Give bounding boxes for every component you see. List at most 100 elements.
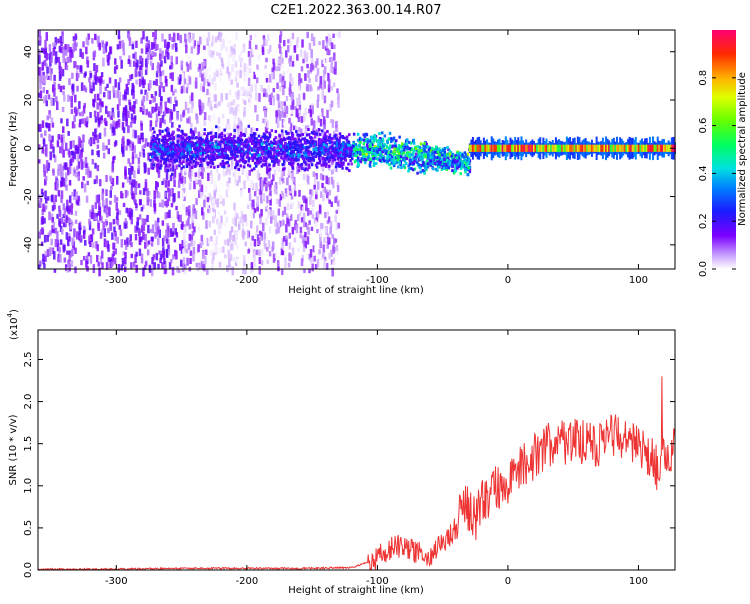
spectrogram-cell [237, 150, 240, 154]
spectrogram-cell [203, 34, 206, 41]
spectrogram-cell [128, 37, 132, 46]
spectrogram-cell [348, 143, 352, 147]
spectrogram-cell [230, 101, 233, 106]
spectrogram-cell [105, 240, 108, 247]
spectrogram-cell [169, 72, 172, 79]
spectrogram-cell [109, 46, 112, 54]
spectrogram-cell [426, 165, 430, 169]
spectrogram-cell [136, 221, 139, 231]
spectrogram-cell [326, 169, 330, 176]
spectrogram-cell [199, 122, 203, 129]
spectrogram-cell [298, 93, 301, 102]
spectrogram-cell [277, 66, 281, 72]
spectrogram-cell [202, 148, 205, 152]
spectrogram-cell [223, 134, 227, 138]
spectrogram-cell [82, 255, 86, 261]
spectrogram-cell [130, 186, 134, 196]
spectrogram-cell [164, 212, 168, 220]
spectrogram-cell [198, 163, 202, 167]
spectrogram-cell [317, 86, 320, 91]
spectrogram-cell [159, 166, 162, 170]
spectrogram-cell [142, 81, 145, 89]
spectrogram-cell [435, 145, 438, 149]
spectrogram-cell [142, 148, 145, 155]
spectrogram-cell [194, 164, 197, 168]
spectrogram-cell [300, 165, 303, 169]
spectrogram-cell [48, 211, 51, 221]
spectrogram-cell [78, 137, 82, 146]
spectrogram-cell [251, 235, 254, 241]
spectrogram-cell [452, 171, 456, 175]
spectrogram-cell [254, 152, 258, 156]
spectrogram-cell [79, 48, 82, 58]
spectrogram-cell [163, 235, 166, 242]
spectrogram-cell [326, 241, 329, 249]
spectrogram-cell [299, 262, 302, 271]
spectrogram-cell [247, 143, 250, 147]
spectrogram-cell [170, 157, 173, 161]
spectrogram-cell [58, 45, 62, 53]
spectrogram-cell [158, 152, 161, 156]
spectrogram-cell [189, 130, 193, 134]
spectrogram-cell [71, 237, 74, 246]
spectrogram-cell [305, 203, 308, 212]
spectrogram-cell [458, 152, 462, 156]
spectrogram-cell [114, 140, 118, 146]
spectrogram-cell [233, 115, 236, 124]
spectrogram-cell [176, 32, 180, 41]
spectrogram-cell [194, 173, 197, 182]
spectrogram-cell [179, 74, 182, 81]
spectrogram-cell [186, 257, 189, 266]
spectrogram-cell [302, 239, 306, 247]
spectrogram-cell [222, 38, 225, 44]
spectrogram-cell [157, 263, 160, 269]
spectrogram-cell [243, 214, 247, 223]
spectrogram-cell [171, 188, 174, 197]
spectrogram-cell [106, 83, 109, 89]
spectrogram-cell [433, 155, 436, 159]
spectrogram-cell [332, 245, 335, 254]
spectrogram-cell [239, 138, 242, 142]
spectrogram-cell [296, 162, 300, 166]
spectrogram-cell [56, 231, 59, 240]
spectrogram-cell [379, 159, 382, 163]
spectrogram-cell [111, 161, 115, 170]
spectrogram-cell [317, 115, 321, 123]
spectrogram-cell [82, 161, 86, 168]
spectrogram-cell [163, 257, 166, 265]
spectrogram-cell [300, 162, 304, 166]
spectrogram-cell [379, 150, 382, 154]
spectrogram-cell [159, 258, 162, 264]
spectrogram-cell [51, 205, 55, 212]
spectrogram-cell [155, 120, 158, 127]
spectrogram-cell [172, 130, 175, 134]
spectrogram-cell [170, 143, 173, 147]
spectrogram-cell [39, 123, 42, 132]
spectrogram-cell [307, 69, 310, 78]
spectrogram-cell [111, 177, 115, 187]
spectrogram-cell [130, 253, 134, 259]
spectrogram-cell [150, 53, 153, 60]
spectrogram-cell [73, 169, 77, 174]
spectrogram-cell [462, 155, 465, 159]
spectrogram-cell [253, 258, 256, 267]
spectrogram-cell [281, 162, 285, 166]
spectrogram-cell [277, 109, 281, 116]
spectrogram-cell [250, 84, 253, 93]
spectrogram-cell [388, 131, 392, 135]
spectrogram-cell [328, 133, 332, 137]
spectrogram-cell [125, 83, 129, 91]
spectrogram-cell [41, 47, 44, 53]
spectrogram-cell [141, 108, 145, 115]
spectrogram-cell [295, 142, 298, 146]
spectrogram-cell [137, 183, 141, 188]
spectrogram-cell [180, 170, 183, 176]
spectrogram-cell [210, 42, 214, 47]
spectrogram-cell [171, 160, 174, 166]
spectrogram-cell [310, 57, 314, 63]
spectrogram-cell [237, 224, 241, 231]
spectrogram-cell [170, 111, 174, 120]
spectrogram-cell [67, 44, 70, 53]
spectrogram-cell [69, 50, 72, 58]
spectrogram-cell [77, 161, 81, 169]
